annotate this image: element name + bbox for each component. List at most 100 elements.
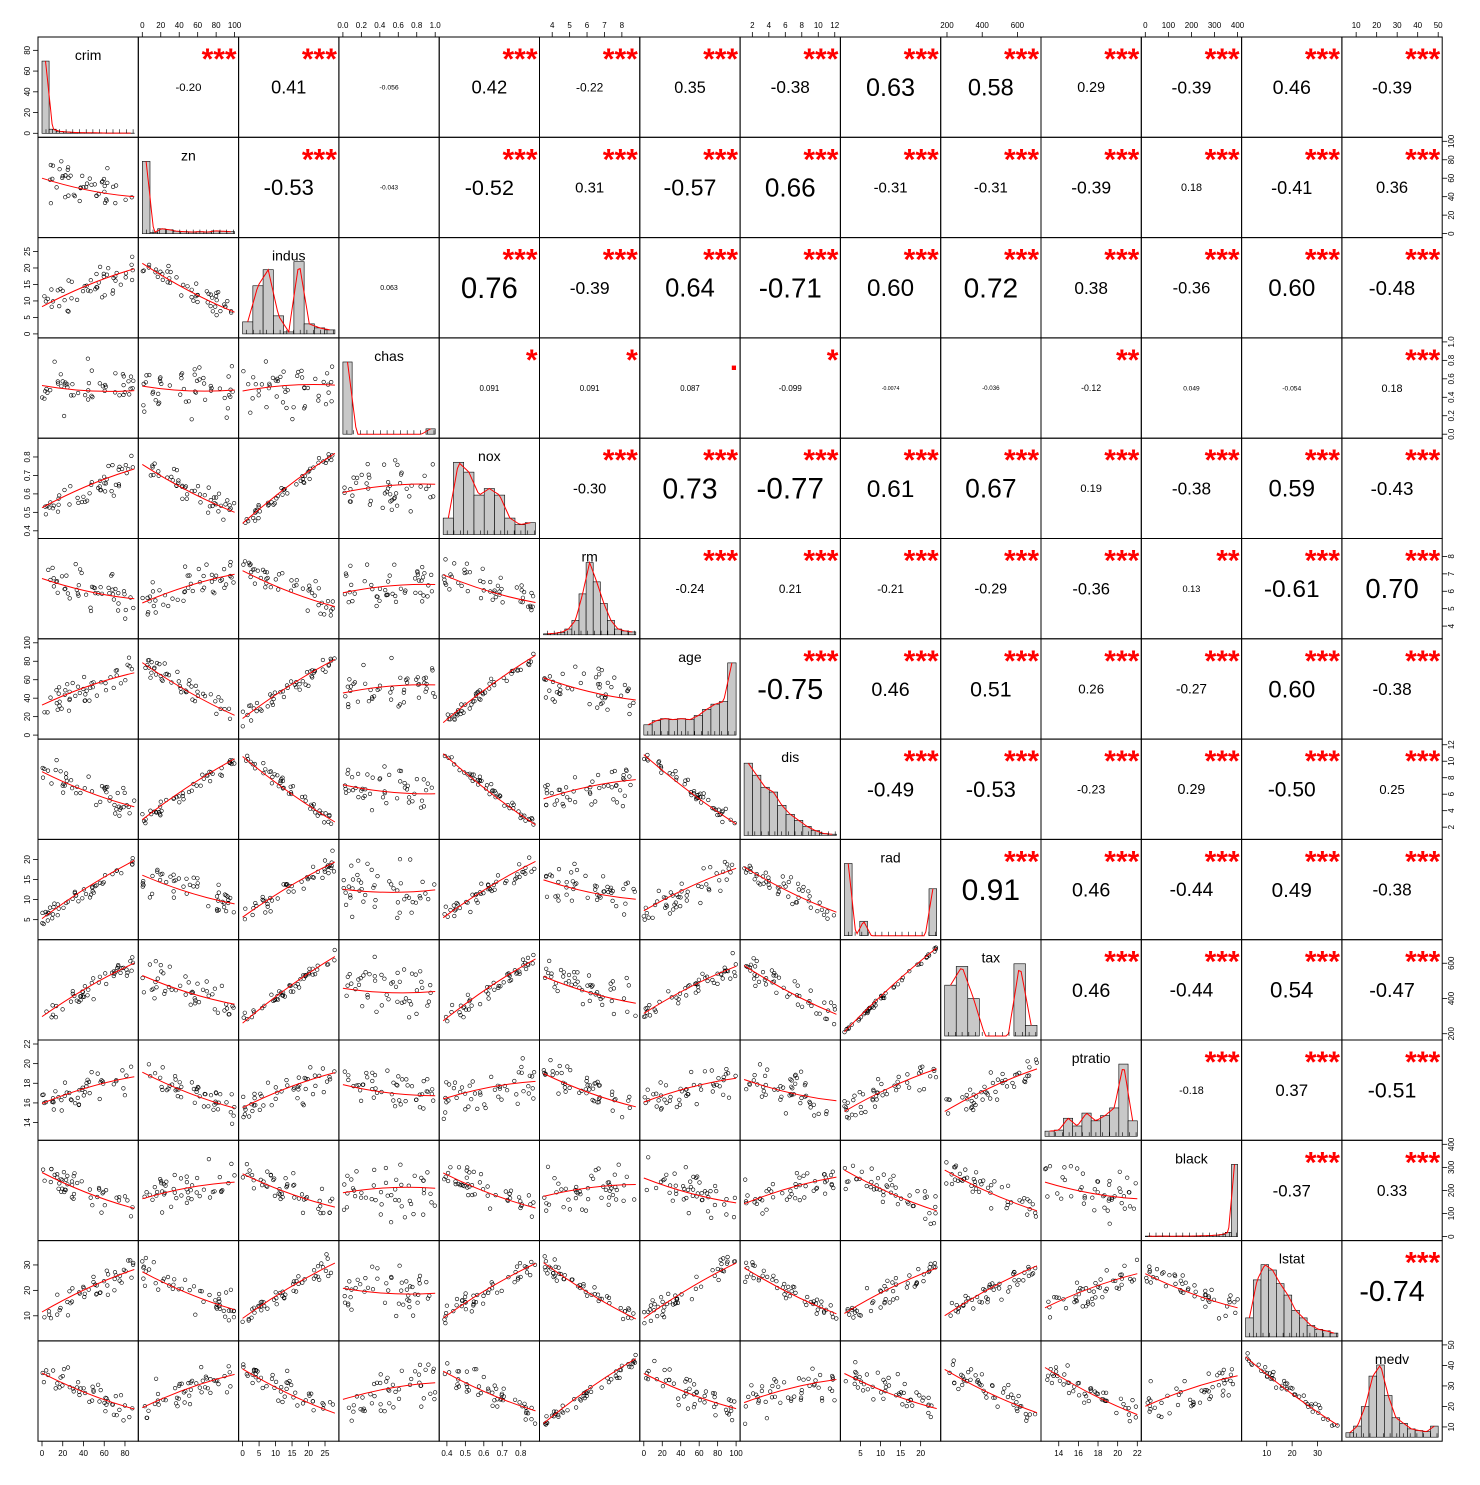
data-point: [526, 605, 530, 609]
data-point: [91, 685, 95, 689]
data-point: [422, 1397, 426, 1401]
data-point: [921, 1065, 925, 1069]
data-point: [1125, 1176, 1129, 1180]
data-point: [246, 382, 250, 386]
data-point: [272, 697, 276, 701]
data-point: [185, 877, 189, 881]
data-point: [671, 908, 675, 912]
data-point: [752, 1276, 756, 1280]
data-point: [175, 276, 179, 280]
data-point: [270, 993, 274, 997]
data-point: [202, 1300, 206, 1304]
data-point: [651, 1299, 655, 1303]
data-point: [562, 804, 566, 808]
data-point: [354, 1286, 358, 1290]
data-point: [84, 693, 88, 697]
histogram-bar: [515, 525, 525, 535]
data-point: [74, 694, 78, 698]
data-point: [655, 1314, 659, 1318]
data-point: [343, 486, 347, 490]
data-point: [325, 372, 329, 376]
panel-frame: [740, 1040, 840, 1140]
data-point: [212, 1108, 216, 1112]
data-point: [106, 181, 110, 185]
data-point: [586, 1197, 590, 1201]
data-point: [251, 913, 255, 917]
data-point: [433, 1391, 437, 1395]
data-point: [765, 1275, 769, 1279]
data-point: [476, 1107, 480, 1111]
panel-frame: [740, 1140, 840, 1240]
data-point: [373, 955, 377, 959]
data-point: [989, 1207, 993, 1211]
data-point: [357, 795, 361, 799]
significance-stars: ***: [1405, 1146, 1440, 1179]
histogram-bar: [719, 702, 727, 736]
data-point: [697, 884, 701, 888]
data-point: [804, 1184, 808, 1188]
panel-frame: [640, 739, 740, 839]
data-point: [408, 1285, 412, 1289]
data-point: [657, 1099, 661, 1103]
data-point: [193, 1101, 197, 1105]
smooth-line: [243, 659, 335, 718]
data-point: [672, 1382, 676, 1386]
scatter-panel: [242, 1363, 335, 1414]
data-point: [653, 1302, 657, 1306]
data-point: [965, 1108, 969, 1112]
data-point: [521, 1057, 525, 1061]
histogram-bar: [1261, 1265, 1269, 1337]
histogram-bar: [652, 721, 660, 735]
data-point: [725, 1067, 729, 1071]
data-point: [114, 201, 118, 205]
data-point: [932, 1221, 936, 1225]
panel-frame: [138, 1241, 238, 1341]
data-point: [669, 1095, 673, 1099]
data-point: [771, 1196, 775, 1200]
data-point: [343, 1294, 347, 1298]
data-point: [277, 573, 281, 577]
data-point: [175, 1196, 179, 1200]
data-point: [169, 1205, 173, 1209]
data-point: [393, 1198, 397, 1202]
data-point: [298, 682, 302, 686]
data-point: [781, 875, 785, 879]
data-point: [446, 1362, 450, 1366]
variable-label-lstat: lstat: [1279, 1251, 1305, 1267]
data-point: [675, 776, 679, 780]
data-point: [348, 972, 352, 976]
data-point: [274, 1086, 278, 1090]
data-point: [958, 1172, 962, 1176]
data-point: [67, 194, 71, 198]
panel-frame: [38, 438, 138, 538]
data-point: [149, 676, 153, 680]
data-point: [1194, 1290, 1198, 1294]
data-point: [876, 1176, 880, 1180]
data-point: [918, 1066, 922, 1070]
data-point: [1106, 1209, 1110, 1213]
data-point: [933, 1261, 937, 1265]
data-point: [431, 691, 435, 695]
data-point: [1103, 1206, 1107, 1210]
data-point: [1090, 1297, 1094, 1301]
data-point: [232, 501, 236, 505]
data-point: [233, 1174, 237, 1178]
data-point: [388, 574, 392, 578]
data-point: [426, 1004, 430, 1008]
data-point: [946, 1112, 950, 1116]
scatter-panel: [443, 652, 535, 722]
panel-frame: [840, 1241, 940, 1341]
data-point: [491, 1404, 495, 1408]
panel-frame: [239, 940, 339, 1040]
data-point: [149, 474, 153, 478]
data-point: [351, 599, 355, 603]
correlation-value: 0.13: [1183, 584, 1201, 594]
data-point: [132, 606, 136, 610]
data-point: [609, 982, 613, 986]
data-point: [386, 480, 390, 484]
data-point: [906, 1282, 910, 1286]
data-point: [1091, 1196, 1095, 1200]
variable-label-crim: crim: [75, 47, 101, 63]
data-point: [115, 1196, 119, 1200]
data-point: [226, 499, 230, 503]
